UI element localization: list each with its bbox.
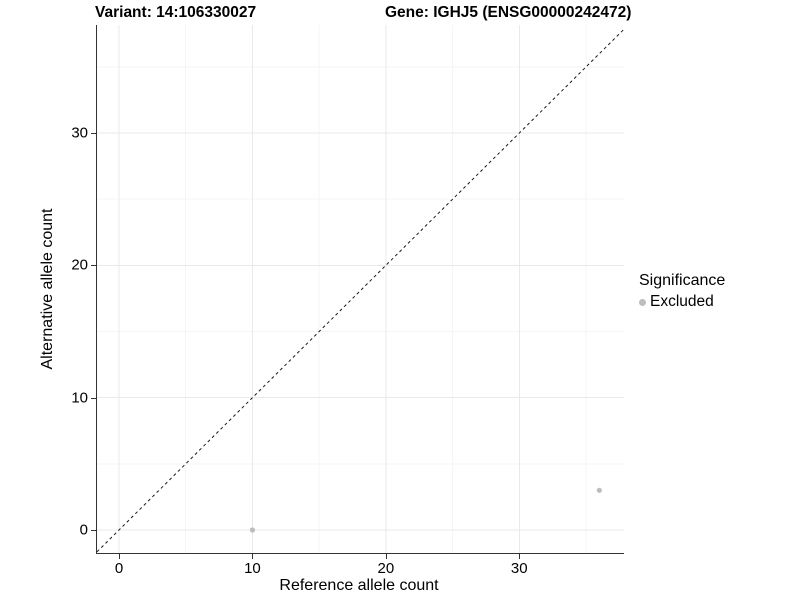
plot-title-gene: Gene: IGHJ5 (ENSG00000242472) [385, 4, 632, 21]
plot-canvas [97, 25, 624, 553]
legend-key-dot [639, 298, 646, 306]
legend-title: Significance [639, 272, 726, 289]
y-tick-mark [91, 133, 96, 135]
y-tick-label: 0 [79, 521, 88, 539]
plot-title-variant: Variant: 14:106330027 [95, 4, 257, 21]
y-tick-label: 20 [71, 256, 88, 274]
y-tick-label: 10 [71, 389, 88, 407]
legend-item-label: Excluded [650, 293, 714, 310]
x-tick-label: 0 [114, 560, 124, 577]
plot-panel [96, 25, 624, 554]
x-tick-label: 30 [510, 560, 528, 577]
x-tick-mark [252, 554, 254, 559]
y-tick-mark [91, 265, 96, 267]
legend-item: Excluded [639, 293, 725, 311]
y-tick-label: 30 [71, 124, 88, 142]
data-point [596, 487, 602, 493]
y-axis-title: Alternative allele count [39, 208, 56, 370]
x-tick-label: 10 [244, 560, 261, 577]
y-tick-mark [91, 529, 96, 531]
x-tick-label: 20 [377, 560, 395, 577]
x-axis-title: Reference allele count [279, 577, 439, 594]
identity-reference-line [97, 28, 624, 553]
data-point [249, 527, 256, 533]
x-tick-mark [119, 554, 120, 559]
y-tick-mark [91, 397, 96, 399]
legend: Significance Excluded [639, 272, 725, 311]
x-tick-mark [519, 554, 521, 559]
x-tick-mark [385, 554, 387, 559]
legend-items: Excluded [639, 293, 725, 311]
